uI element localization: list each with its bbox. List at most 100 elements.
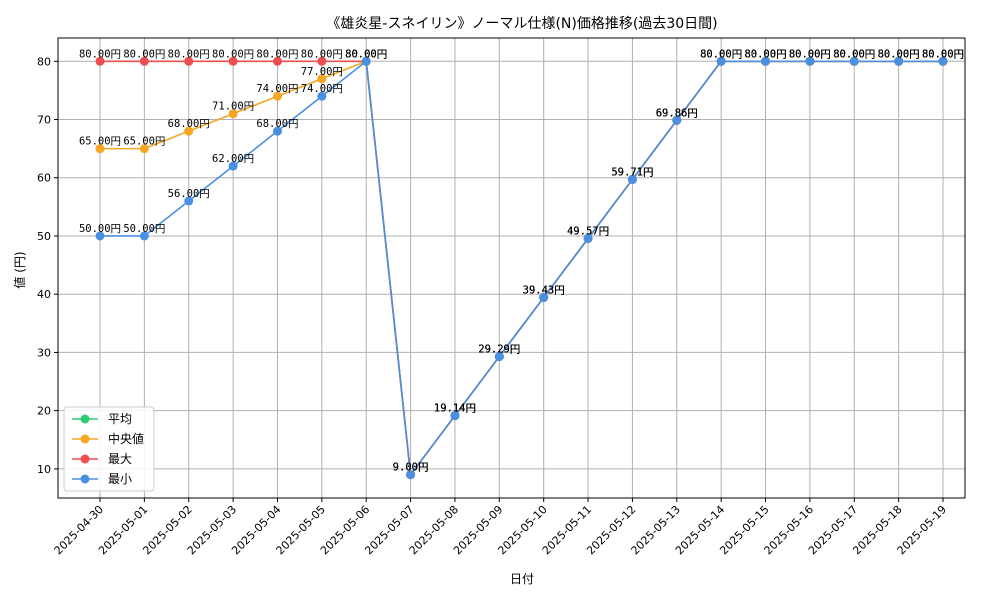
chart-title: 《雄炎星-スネイリン》ノーマル仕様(N)価格推移(過去30日間) <box>326 16 717 32</box>
series-2-data-label: 80.00円 <box>168 48 210 60</box>
y-tick-label: 20 <box>37 405 51 418</box>
series-3-data-label: 50.00円 <box>123 223 165 235</box>
series-3-point <box>583 233 593 243</box>
series-1-data-label: 29.29円 <box>478 344 520 356</box>
series-2-data-label: 80.00円 <box>922 48 964 60</box>
legend-swatch-marker <box>80 474 90 484</box>
y-tick-label: 30 <box>37 346 51 359</box>
series-3-point <box>228 161 238 171</box>
y-axis-label: 値 (円) <box>12 251 27 288</box>
series-3-point <box>716 56 726 66</box>
series-layer <box>95 56 948 480</box>
series-1-data-label: 80.00円 <box>878 48 920 60</box>
series-3-data-label: 80.00円 <box>878 48 920 60</box>
series-3-point <box>361 56 371 66</box>
series-3-point <box>184 196 194 206</box>
series-1-data-label: 69.86円 <box>656 107 698 119</box>
series-3-data-label: 29.29円 <box>478 344 520 356</box>
series-2-data-label: 80.00円 <box>301 48 343 60</box>
series-2-data-label: 80.00円 <box>789 48 831 60</box>
y-tick-label: 10 <box>37 463 51 476</box>
series-2-data-label: 80.00円 <box>878 48 920 60</box>
series-1-point <box>184 126 194 136</box>
series-2-point <box>184 56 194 66</box>
y-tick-label: 40 <box>37 288 51 301</box>
legend-swatch-marker <box>80 434 90 444</box>
legend-swatch-marker <box>80 454 90 464</box>
series-2-data-label: 80.00円 <box>212 48 254 60</box>
series-3-data-label: 49.57円 <box>567 225 609 237</box>
series-1-data-label: 80.00円 <box>922 48 964 60</box>
series-1-data-label: 74.00円 <box>256 83 298 95</box>
y-tick-label: 60 <box>37 172 51 185</box>
series-3-point <box>95 231 105 241</box>
series-3-point <box>894 56 904 66</box>
y-tick-label: 70 <box>37 114 51 127</box>
series-2-line <box>100 60 943 477</box>
legend-box <box>63 406 155 492</box>
series-1-point <box>95 144 105 154</box>
series-2-data-label: 9.00円 <box>393 462 429 474</box>
series-2-data-label: 80.00円 <box>345 48 387 60</box>
y-tick-label: 80 <box>37 55 51 68</box>
series-2-point <box>272 56 282 66</box>
legend-swatch-marker <box>80 414 90 424</box>
series-1-data-label: 59.71円 <box>611 166 653 178</box>
series-3-point <box>805 56 815 66</box>
series-3-data-label: 19.14円 <box>434 403 476 415</box>
legend-label: 平均 <box>108 412 132 426</box>
series-1-data-label: 80.00円 <box>345 48 387 60</box>
series-3-data-label: 80.00円 <box>922 48 964 60</box>
series-3-point <box>627 174 637 184</box>
series-1-point <box>228 109 238 119</box>
series-2-data-label: 80.00円 <box>123 48 165 60</box>
series-3-data-label: 80.00円 <box>744 48 786 60</box>
series-2-data-label: 80.00円 <box>700 48 742 60</box>
plot-frame <box>57 37 966 499</box>
series-2-data-label: 19.14円 <box>434 403 476 415</box>
series-3-data-label: 39.43円 <box>523 285 565 297</box>
series-2-data-label: 29.29円 <box>478 344 520 356</box>
series-3-data-label: 80.00円 <box>833 48 875 60</box>
legend-label: 中央値 <box>108 431 144 446</box>
grid <box>58 38 965 498</box>
series-2-data-label: 80.00円 <box>744 48 786 60</box>
series-3-data-label: 80.00円 <box>700 48 742 60</box>
series-1-data-label: 68.00円 <box>168 118 210 130</box>
series-3-data-label: 62.00円 <box>212 153 254 165</box>
series-1-data-label: 39.43円 <box>523 285 565 297</box>
series-1-point <box>139 144 149 154</box>
series-3-point <box>672 115 682 125</box>
legend-label: 最大 <box>108 452 132 466</box>
series-3-data-label: 74.00円 <box>301 83 343 95</box>
series-2-data-label: 49.57円 <box>567 225 609 237</box>
series-3-point <box>450 411 460 421</box>
series-1-data-label: 77.00円 <box>301 66 343 78</box>
series-3-line <box>100 59 943 477</box>
series-1-data-label: 65.00円 <box>123 136 165 148</box>
series-3-point <box>317 91 327 101</box>
series-2-point <box>228 56 238 66</box>
series-2-point <box>139 56 149 66</box>
series-3-data-label: 80.00円 <box>345 48 387 60</box>
x-axis-label: 日付 <box>510 572 534 586</box>
series-3-data-label: 68.00円 <box>256 118 298 130</box>
y-tick-label: 50 <box>37 230 51 243</box>
series-1-data-label: 80.00円 <box>744 48 786 60</box>
series-3-data-label: 56.00円 <box>168 188 210 200</box>
series-3-data-label: 50.00円 <box>79 223 121 235</box>
series-1-data-label: 9.00円 <box>393 462 429 474</box>
series-3-point <box>761 56 771 66</box>
series-3-point <box>539 293 549 303</box>
series-3-point <box>849 56 859 66</box>
series-3-data-label: 59.71円 <box>611 166 653 178</box>
series-1-point <box>317 74 327 84</box>
series-1-data-label: 19.14円 <box>434 403 476 415</box>
series-3-data-label: 69.86円 <box>656 107 698 119</box>
series-2-data-label: 80.00円 <box>256 48 298 60</box>
series-3-data-label: 80.00円 <box>789 48 831 60</box>
series-1-data-label: 49.57円 <box>567 225 609 237</box>
series-3-point <box>494 352 504 362</box>
